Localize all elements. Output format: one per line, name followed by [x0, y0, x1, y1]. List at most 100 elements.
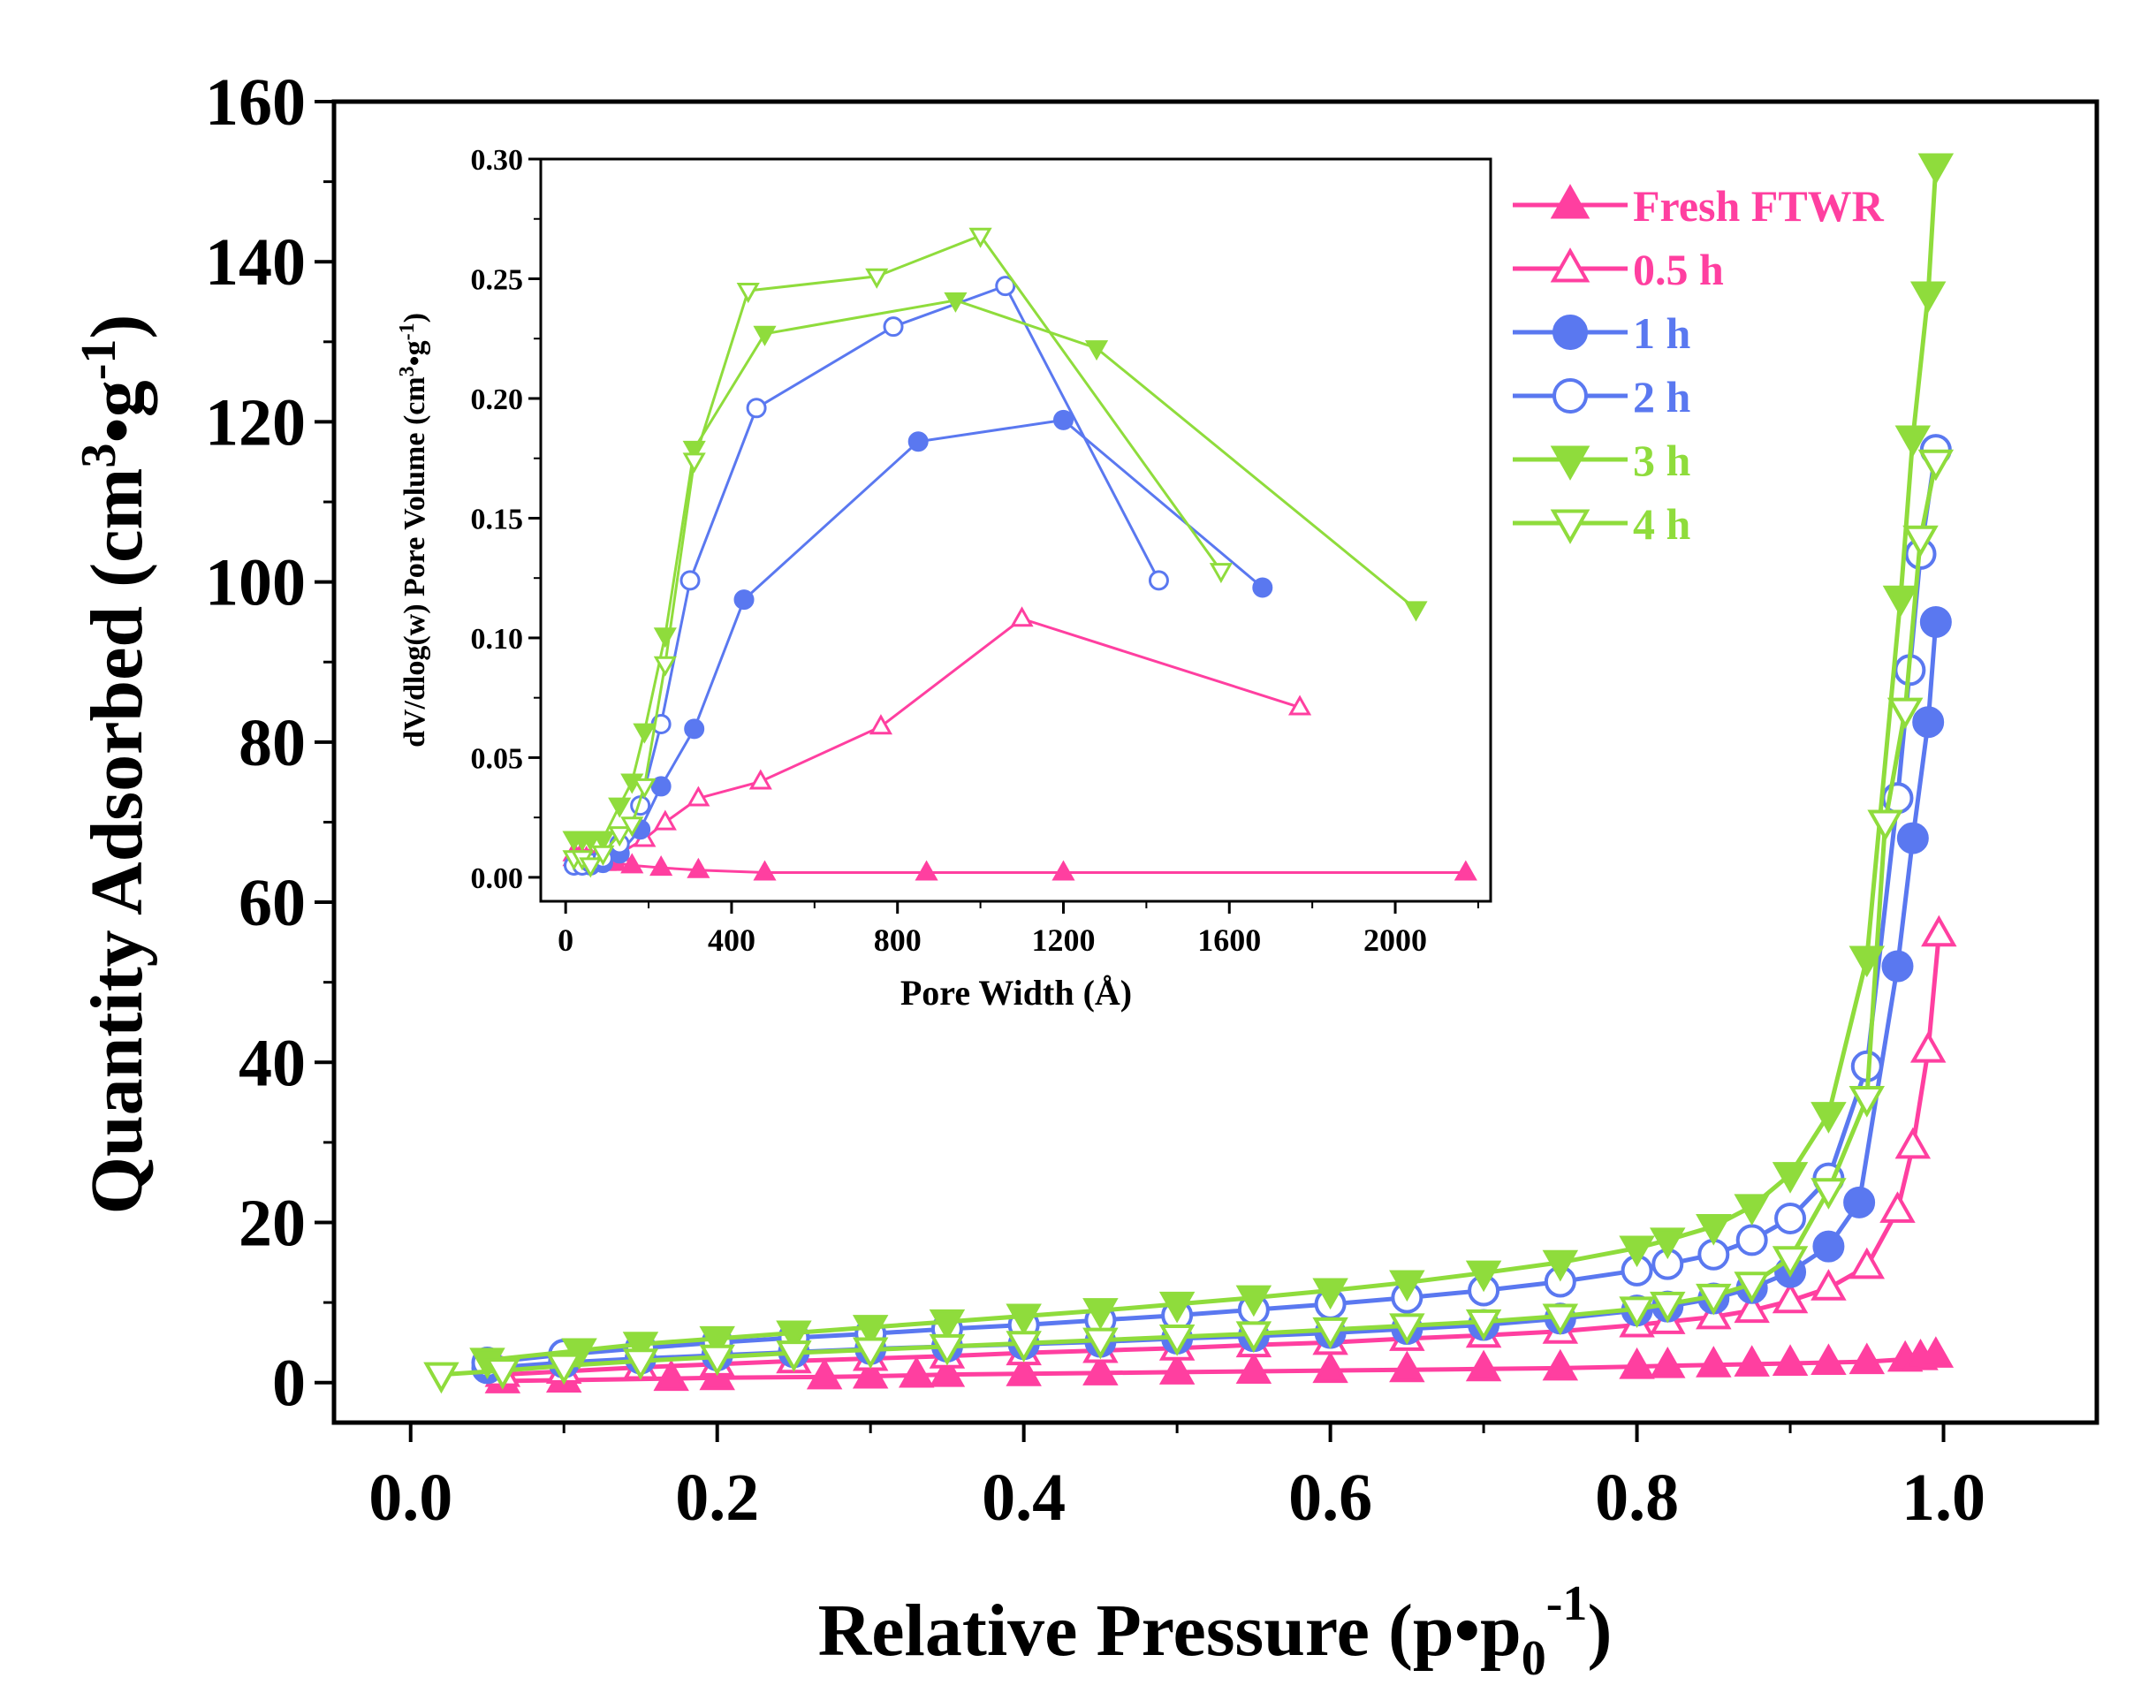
main-axis-ticks: 0.0 0.2 0.4 0.6 0.8 1.0 0 20 40 60 80 100 120 140 160	[205, 65, 1985, 1535]
inset-x-tick-label: 1200	[1031, 922, 1095, 958]
inset-series-group	[562, 227, 1477, 881]
main-data-point	[929, 1309, 966, 1341]
main-data-point	[1696, 1283, 1732, 1316]
main-x-tick-label: 0.8	[1595, 1461, 1679, 1535]
main-y-tick-label: 60	[239, 866, 306, 940]
inset-data-point	[608, 797, 632, 818]
main-x-tick-label: 1.0	[1902, 1461, 1985, 1535]
legend-marker	[1550, 509, 1590, 544]
main-data-point	[1849, 1247, 1886, 1279]
main-y-tick-label: 80	[239, 706, 306, 780]
main-data-point	[1867, 809, 1903, 842]
main-data-point	[1886, 697, 1924, 730]
inset-data-point	[968, 227, 992, 248]
main-data-point	[1235, 1285, 1272, 1317]
main-data-point	[653, 1359, 689, 1392]
inset-data-point	[649, 855, 673, 877]
legend-entry: 3 h	[1513, 436, 1691, 485]
main-data-point	[1917, 1336, 1955, 1368]
inset-data-point	[620, 816, 644, 838]
main-data-point	[1389, 1350, 1425, 1383]
main-data-point	[1772, 1246, 1809, 1278]
main-data-point	[699, 1325, 735, 1358]
main-data-point	[1909, 281, 1947, 314]
main-x-tick-label: 0.0	[368, 1461, 452, 1535]
main-x-tick-label: 0.6	[1288, 1461, 1372, 1535]
main-data-point	[1811, 1102, 1847, 1134]
main-data-point	[1882, 585, 1919, 618]
main-data-point	[1465, 1349, 1502, 1382]
main-series-3-h	[469, 153, 1955, 1379]
main-data-point	[1465, 1309, 1502, 1341]
main-data-point	[1896, 822, 1929, 854]
main-data-point	[1912, 706, 1945, 739]
main-data-point	[1082, 1354, 1119, 1385]
inset-y-tick-label: 0.05	[471, 742, 524, 775]
inset-axis-ticks: 0 400 800 1200 1600 2000 0.00 0.05 0.10 0.15 0.20 0…	[471, 144, 1479, 958]
main-data-point	[1650, 1291, 1686, 1324]
legend-marker	[1552, 378, 1588, 414]
main-x-tick-label: 0.4	[982, 1461, 1066, 1535]
inset-data-point	[995, 276, 1016, 297]
inset-data-point	[1287, 695, 1312, 716]
main-data-point	[1734, 1272, 1770, 1303]
main-x-axis-label: Relative Pressure (p•p0-1)	[818, 1576, 1613, 1686]
inset-x-axis-label: Pore Width (Å)	[900, 973, 1132, 1013]
legend: Fresh FTWR 0.5 h 1 h 2 h 3 h 4 h	[1513, 181, 1885, 549]
main-data-point	[1772, 1344, 1809, 1376]
main-y-tick-label: 160	[205, 65, 306, 140]
inset-y-tick-label: 0.15	[471, 503, 524, 535]
main-data-point	[1849, 1342, 1886, 1375]
main-data-point	[1006, 1303, 1042, 1336]
main-data-point	[1542, 1249, 1579, 1282]
main-data-point	[1843, 1186, 1876, 1218]
main-data-point	[1158, 1291, 1196, 1324]
inset-y-tick-label: 0.00	[471, 862, 524, 895]
inset-data-point	[687, 857, 710, 878]
main-data-point	[1542, 1348, 1579, 1381]
main-data-point	[1894, 1127, 1932, 1159]
main-data-point	[1542, 1303, 1579, 1336]
legend-label: 2 h	[1633, 372, 1691, 421]
inset-series-4-h	[562, 227, 1233, 878]
inset-data-point	[620, 853, 644, 874]
main-data-point	[1772, 1162, 1809, 1194]
main-data-point	[1082, 1327, 1119, 1360]
main-data-point	[1619, 1235, 1655, 1268]
inset-data-point	[687, 786, 710, 807]
main-data-point	[1006, 1355, 1042, 1386]
inset-data-point	[650, 776, 672, 797]
main-data-point	[1465, 1260, 1502, 1293]
inset-data-point	[679, 570, 701, 591]
main-y-tick-label: 20	[239, 1186, 306, 1260]
inset-data-point	[579, 857, 603, 878]
inset-data-point	[1052, 409, 1074, 430]
inset-data-point	[753, 860, 777, 881]
main-data-point	[1389, 1313, 1425, 1346]
main-y-tick-label: 0	[272, 1347, 306, 1421]
main-series-group	[423, 153, 1957, 1394]
inset-y-tick-label: 0.20	[471, 383, 524, 416]
inset-x-tick-label: 800	[874, 922, 922, 958]
main-series-4-h	[423, 449, 1955, 1394]
inset-data-point	[907, 431, 929, 452]
main-data-point	[484, 1358, 521, 1390]
main-data-point	[1772, 1281, 1809, 1314]
main-data-point	[1811, 1343, 1847, 1376]
main-data-point	[1849, 1086, 1886, 1118]
main-data-point	[1158, 1353, 1196, 1385]
main-data-point	[806, 1357, 843, 1390]
main-data-point	[1881, 950, 1914, 983]
main-data-point	[622, 1348, 659, 1380]
legend-marker	[1550, 445, 1590, 481]
legend-label: 4 h	[1633, 499, 1691, 549]
main-y-tick-label: 40	[239, 1026, 306, 1100]
inset-data-point	[591, 845, 615, 866]
inset-data-point	[736, 283, 760, 304]
main-data-point	[1734, 1291, 1770, 1324]
inset-data-point	[1010, 606, 1034, 627]
main-data-point	[423, 1362, 459, 1394]
inset-data-point	[1404, 601, 1428, 622]
main-data-point	[929, 1333, 966, 1366]
